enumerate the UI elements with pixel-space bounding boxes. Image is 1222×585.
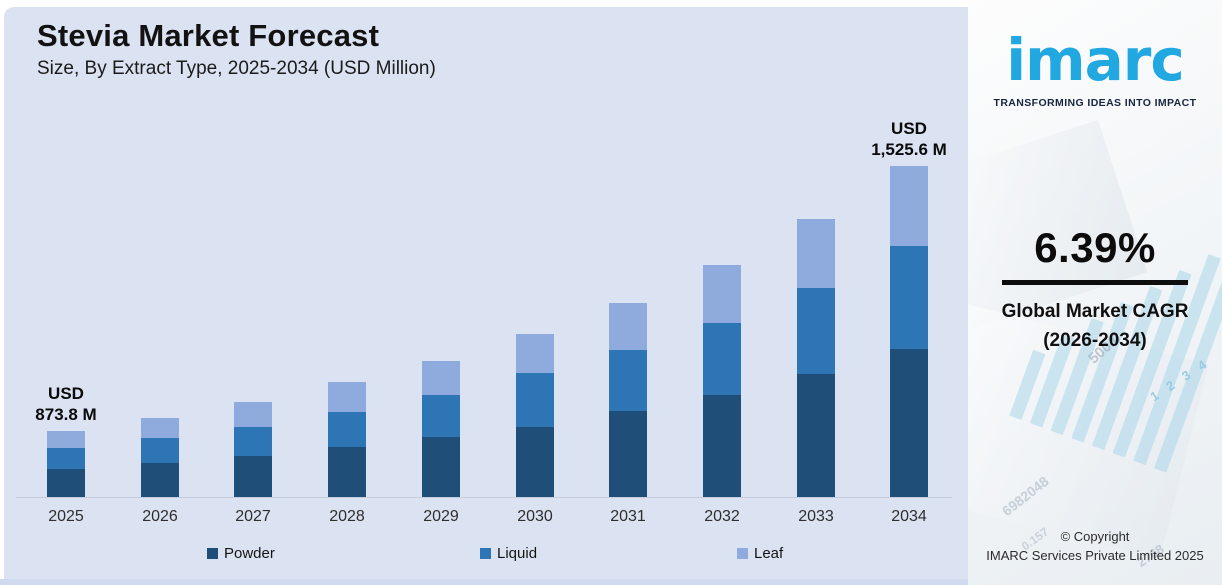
chart-panel: Stevia Market Forecast Size, By Extract … [0, 7, 968, 585]
bar-2027-powder [234, 456, 272, 497]
bar-2033-liquid [797, 288, 835, 374]
bar-2033-powder [797, 374, 835, 497]
x-label-2031: 2031 [610, 508, 646, 525]
bar-2027-liquid [234, 427, 272, 456]
bar-2032-leaf [703, 265, 741, 323]
legend-swatch-leaf [737, 548, 748, 559]
x-label-2030: 2030 [517, 508, 553, 525]
bar-2025 [47, 431, 85, 497]
bar-2034-powder [890, 349, 928, 497]
bar-2027-leaf [234, 402, 272, 427]
page-title: Stevia Market Forecast [37, 18, 380, 53]
bar-2025-leaf [47, 431, 85, 448]
bar-2028 [328, 382, 366, 497]
bar-2028-leaf [328, 382, 366, 412]
bar-2028-liquid [328, 412, 366, 447]
cagr-years: (2026-2034) [1043, 330, 1147, 351]
legend-leaf: Leaf [737, 545, 783, 562]
bar-2026-leaf [141, 418, 179, 438]
bar-2031-liquid [609, 350, 647, 411]
bar-2026-liquid [141, 438, 179, 463]
bar-2029-liquid [422, 395, 460, 437]
bar-2030-liquid [516, 373, 554, 427]
legend-label: Powder [224, 545, 275, 562]
cagr-underline [1002, 280, 1188, 285]
bar-2029-powder [422, 437, 460, 497]
cagr-value: 6.39% [1034, 224, 1156, 271]
bar-2028-powder [328, 447, 366, 497]
cagr-label: Global Market CAGR [1001, 301, 1189, 322]
legend-label: Liquid [497, 545, 538, 562]
bar-2034 [890, 166, 928, 497]
bar-2029-leaf [422, 361, 460, 395]
bar-2034-leaf [890, 166, 928, 246]
bar-2031-powder [609, 411, 647, 497]
x-label-2027: 2027 [235, 508, 271, 525]
bar-2026-powder [141, 463, 179, 497]
value-label-2034: USD 1,525.6 M [871, 119, 947, 159]
x-label-2032: 2032 [704, 508, 740, 525]
x-axis-line [16, 497, 952, 498]
bar-2030-powder [516, 427, 554, 497]
legend-powder: Powder [207, 545, 275, 562]
copyright-line1: © Copyright [1060, 529, 1130, 544]
x-label-2025: 2025 [48, 508, 84, 525]
page-subtitle: Size, By Extract Type, 2025-2034 (USD Mi… [37, 58, 436, 79]
x-label-2034: 2034 [891, 508, 927, 525]
brand-panel: 500.0 1 2 3 4 6982048 0.157 2768 imarc T… [968, 0, 1222, 585]
bar-2033-leaf [797, 219, 835, 288]
bar-2032 [703, 265, 741, 497]
value-label-2025: USD 873.8 M [35, 384, 97, 424]
bar-2025-powder [47, 469, 85, 497]
bar-2032-liquid [703, 323, 741, 395]
legend-swatch-liquid [480, 548, 491, 559]
legend-label: Leaf [754, 545, 784, 562]
bar-2026 [141, 418, 179, 497]
bottom-strip [0, 579, 968, 585]
bar-2029 [422, 361, 460, 497]
copyright-line2: IMARC Services Private Limited 2025 [986, 548, 1204, 563]
x-label-2029: 2029 [423, 508, 459, 525]
brand-tagline: TRANSFORMING IDEAS INTO IMPACT [993, 97, 1197, 109]
bar-2031 [609, 303, 647, 497]
bar-2033 [797, 219, 835, 497]
bar-2032-powder [703, 395, 741, 497]
x-label-2033: 2033 [798, 508, 834, 525]
bar-2030 [516, 334, 554, 497]
x-label-2026: 2026 [142, 508, 178, 525]
bar-2027 [234, 402, 272, 497]
imarc-logo: imarc TRANSFORMING IDEAS INTO IMPACT [968, 24, 1222, 109]
legend-liquid: Liquid [480, 545, 537, 562]
cagr-block: 6.39% Global Market CAGR (2026-2034) [968, 224, 1222, 355]
x-label-2028: 2028 [329, 508, 365, 525]
bar-2025-liquid [47, 448, 85, 469]
imarc-wordmark: imarc [1006, 26, 1184, 94]
legend-swatch-powder [207, 548, 218, 559]
copyright: © Copyright IMARC Services Private Limit… [968, 527, 1222, 565]
bar-2030-leaf [516, 334, 554, 373]
bar-2034-liquid [890, 246, 928, 349]
bar-2031-leaf [609, 303, 647, 350]
